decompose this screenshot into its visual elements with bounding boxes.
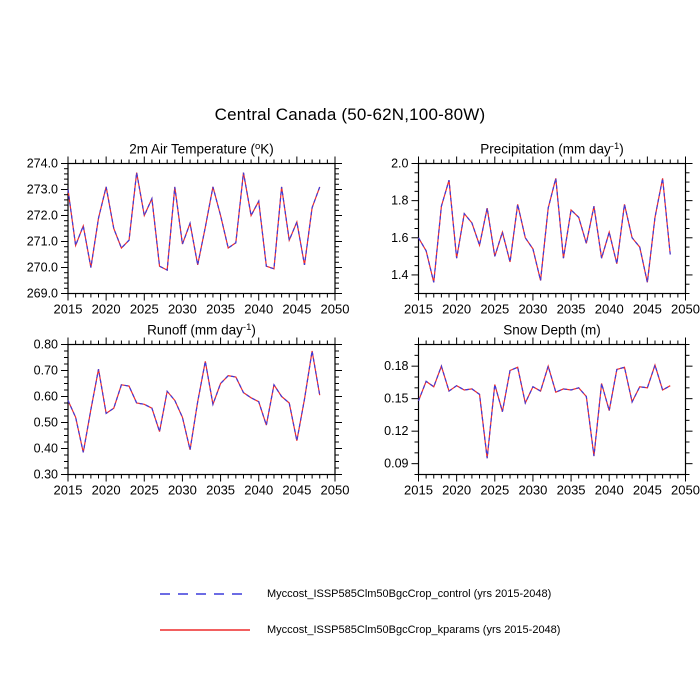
kparams-series-line <box>67 350 321 453</box>
y-tick-label: 0.18 <box>384 359 408 373</box>
y-tick-label: 271.0 <box>27 235 58 249</box>
y-tick-label: 0.40 <box>34 442 58 456</box>
subplot-precipitation: 2015 2020 2025 2030 2035 2040 2045 2050 1.4 1.6 1.… <box>391 141 700 317</box>
x-tick-label: 2020 <box>442 483 471 498</box>
subplot-title: 2m Air Temperature (oK) <box>129 141 274 157</box>
x-tick-label: 2025 <box>480 483 509 498</box>
control-series-line <box>67 172 321 272</box>
y-tick-label: 1.8 <box>391 194 408 208</box>
y-tick-label: 0.60 <box>34 390 58 404</box>
x-tick-label: 2030 <box>168 483 197 498</box>
x-tick-label: 2050 <box>321 302 350 317</box>
y-tick-label: 1.6 <box>391 231 408 245</box>
x-tick-label: 2050 <box>671 483 700 498</box>
x-tick-label: 2025 <box>130 302 159 317</box>
x-tick-label: 2015 <box>54 302 83 317</box>
x-tick-label: 2015 <box>54 483 83 498</box>
x-tick-label: 2020 <box>442 302 471 317</box>
x-tick-label: 2045 <box>633 483 662 498</box>
x-tick-label: 2050 <box>321 483 350 498</box>
y-tick-label: 0.70 <box>34 364 58 378</box>
axis-frame <box>67 162 336 295</box>
x-tick-label: 2025 <box>130 483 159 498</box>
y-tick-label: 269.0 <box>27 287 58 301</box>
x-tick-label: 2030 <box>518 302 547 317</box>
x-tick-label: 2045 <box>633 302 662 317</box>
subplot-title: Precipitation (mm day-1) <box>480 141 624 157</box>
x-tick-label: 2015 <box>404 302 433 317</box>
x-tick-label: 2030 <box>168 302 197 317</box>
x-tick-label: 2045 <box>282 483 311 498</box>
subplot-title: Snow Depth (m) <box>503 323 601 338</box>
y-tick-label: 273.0 <box>27 183 58 197</box>
x-tick-label: 2045 <box>282 302 311 317</box>
x-tick-label: 2030 <box>518 483 547 498</box>
y-tick-label: 2.0 <box>391 157 408 171</box>
axis-frame <box>417 343 687 476</box>
y-tick-label: 0.50 <box>34 416 58 430</box>
y-tick-label: 274.0 <box>27 157 58 171</box>
subplot-snow-depth: 2015 2020 2025 2030 2035 2040 2045 2050 0.09 0.12… <box>384 323 700 498</box>
x-tick-label: 2040 <box>244 483 273 498</box>
x-tick-label: 2050 <box>671 302 700 317</box>
subplot-title: Runoff (mm day-1) <box>147 322 256 338</box>
x-tick-label: 2025 <box>480 302 509 317</box>
subplot-air-temperature: 2015 2020 2025 2030 2035 2040 2045 2050 269.0 270… <box>27 141 350 317</box>
kparams-series-line <box>417 178 671 283</box>
control-series-line <box>67 350 321 453</box>
y-tick-label: 272.0 <box>27 209 58 223</box>
x-tick-label: 2020 <box>92 483 121 498</box>
x-tick-label: 2040 <box>595 302 624 317</box>
control-series-line <box>417 178 671 283</box>
y-tick-label: 270.0 <box>27 261 58 275</box>
subplot-runoff: 2015 2020 2025 2030 2035 2040 2045 2050 0.30 0.40… <box>34 322 350 498</box>
figure-title: Central Canada (50-62N,100-80W) <box>214 105 486 124</box>
x-tick-label: 2035 <box>206 483 235 498</box>
x-tick-label: 2035 <box>557 302 586 317</box>
x-tick-label: 2035 <box>206 302 235 317</box>
x-tick-label: 2020 <box>92 302 121 317</box>
y-tick-label: 0.09 <box>384 457 408 471</box>
x-tick-label: 2040 <box>244 302 273 317</box>
x-tick-label: 2035 <box>557 483 586 498</box>
y-tick-label: 0.80 <box>34 338 58 352</box>
y-tick-label: 0.30 <box>34 468 58 482</box>
x-tick-label: 2040 <box>595 483 624 498</box>
y-tick-label: 0.12 <box>384 424 408 438</box>
axis-frame <box>67 343 336 476</box>
x-tick-label: 2015 <box>404 483 433 498</box>
y-tick-label: 1.4 <box>391 268 408 282</box>
control-series-line <box>417 363 671 459</box>
y-tick-label: 0.15 <box>384 392 408 406</box>
